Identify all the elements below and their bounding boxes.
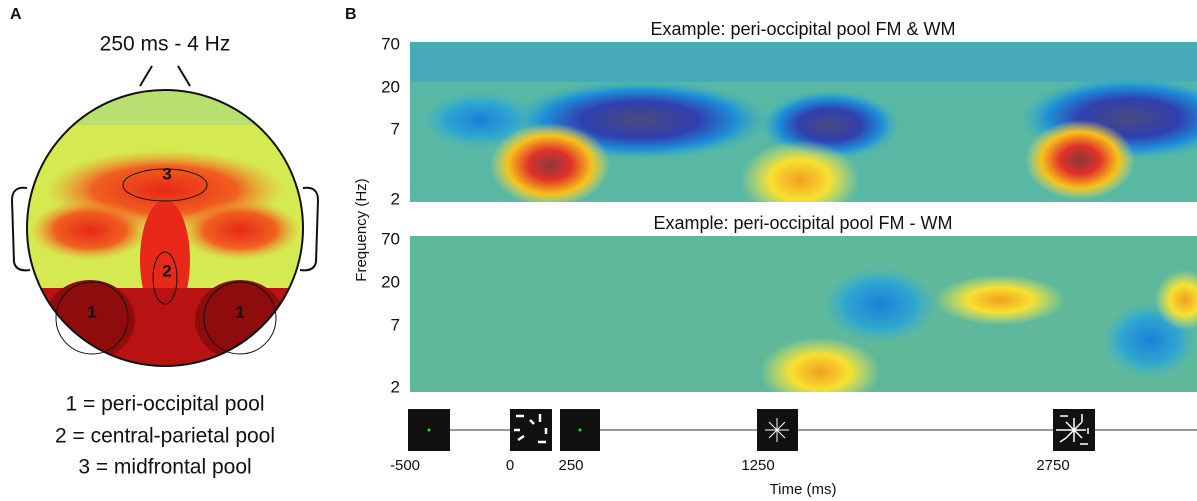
time-label: 250: [558, 457, 583, 474]
tf-map: [410, 236, 1197, 392]
time-label: 0: [506, 457, 514, 474]
legend-line: 1 = peri-occipital pool: [65, 393, 264, 416]
panel-label: A: [10, 6, 22, 23]
map-title: Example: peri-occipital pool FM & WM: [650, 19, 955, 39]
time-label: -500: [390, 457, 420, 474]
time-label: 1250: [741, 457, 774, 474]
panel-label: B: [345, 6, 357, 23]
map-title: Example: peri-occipital pool FM - WM: [653, 213, 952, 233]
y-axis-label: Frequency (Hz): [353, 178, 370, 281]
y-tick-label: 7: [391, 119, 400, 138]
right-ear: [299, 186, 320, 272]
y-tick-label: 2: [391, 377, 400, 396]
topography: [27, 90, 303, 366]
x-axis-label: Time (ms): [770, 481, 837, 498]
y-tick-label: 20: [381, 272, 400, 291]
legend-line: 2 = central-parietal pool: [55, 425, 275, 448]
time-label: 2750: [1036, 457, 1069, 474]
pool-outline: [55, 281, 129, 355]
y-tick-label: 20: [381, 77, 400, 96]
nose: [139, 65, 191, 87]
topo-title: 250 ms - 4 Hz: [100, 33, 231, 56]
left-ear: [10, 186, 31, 272]
legend-line: 3 = midfrontal pool: [78, 456, 251, 479]
pool-outline: [152, 251, 178, 305]
tf-map: [410, 42, 1197, 202]
head-outline: [26, 89, 304, 367]
pool-mark: 1: [235, 302, 244, 321]
y-tick-label: 70: [381, 229, 400, 248]
stimulus-timeline: [408, 409, 1197, 451]
pool-mark: 3: [162, 164, 171, 183]
y-tick-label: 70: [381, 34, 400, 53]
y-tick-label: 2: [391, 189, 400, 208]
pool-mark: 1: [87, 302, 96, 321]
y-tick-label: 7: [391, 315, 400, 334]
pool-mark: 2: [162, 261, 171, 280]
pool-outline: [122, 168, 208, 202]
pool-outline: [203, 281, 277, 355]
